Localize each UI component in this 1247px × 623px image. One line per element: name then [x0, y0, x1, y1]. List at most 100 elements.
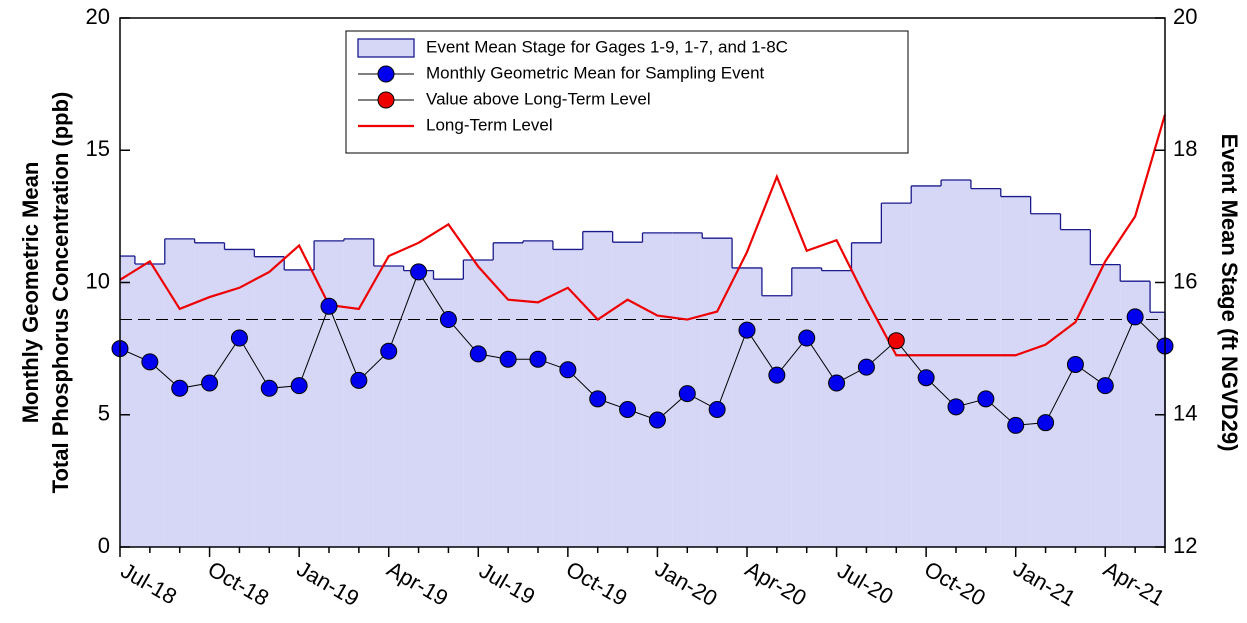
- mean-marker: [559, 361, 577, 379]
- mean-marker: [290, 377, 308, 395]
- mean-marker: [410, 263, 428, 281]
- mean-marker: [1066, 355, 1084, 373]
- stage-step: [1090, 264, 1121, 547]
- mean-marker: [380, 342, 398, 360]
- x-tick-label: Apr-20: [741, 556, 811, 611]
- x-tick-label: Oct-20: [920, 556, 990, 611]
- mean-marker: [350, 371, 368, 389]
- y-tick-label: 5: [98, 401, 110, 426]
- stage-step: [343, 238, 374, 548]
- y-tick-label: 20: [86, 4, 110, 29]
- legend-label: Monthly Geometric Mean for Sampling Even…: [426, 63, 765, 82]
- mean-marker: [469, 345, 487, 363]
- legend-label: Value above Long-Term Level: [426, 89, 651, 108]
- mean-marker: [1037, 414, 1055, 432]
- y2-tick-label: 18: [1173, 136, 1197, 161]
- x-tick-label: Apr-19: [383, 556, 453, 611]
- stage-step: [224, 249, 255, 547]
- y-tick-label: 10: [86, 268, 110, 293]
- stage-step: [120, 256, 135, 547]
- above-marker: [887, 332, 905, 350]
- y-axis-title: Total Phosphorus Concentration (ppb): [48, 92, 73, 494]
- mean-marker: [230, 329, 248, 347]
- mean-marker: [201, 374, 219, 392]
- stage-step: [1060, 229, 1091, 547]
- mean-marker: [798, 329, 816, 347]
- stage-step: [1000, 196, 1031, 547]
- stage-step: [761, 295, 792, 547]
- x-tick-label: Jul-19: [475, 558, 539, 610]
- mean-marker: [1007, 416, 1025, 434]
- stage-step: [732, 267, 762, 547]
- stage-step: [821, 270, 852, 547]
- y-axis-title: Monthly Geometric Mean: [18, 162, 43, 424]
- stage-step: [941, 180, 971, 547]
- x-tick-label: Oct-19: [562, 556, 632, 611]
- x-tick-label: Jul-18: [117, 558, 181, 610]
- long-term-line: [119, 114, 1167, 357]
- y2-axis-title: Event Mean Stage (ft NGVD29): [1217, 134, 1242, 452]
- mean-marker: [260, 379, 278, 397]
- y2-tick-label: 12: [1173, 533, 1197, 558]
- y-tick-label: 0: [98, 533, 110, 558]
- x-tick-label: Jan-20: [651, 556, 722, 611]
- mean-marker: [320, 297, 338, 315]
- stage-step: [612, 242, 643, 547]
- mean-marker: [141, 353, 159, 371]
- mean-marker: [499, 350, 517, 368]
- stage-step: [851, 242, 882, 547]
- mean-marker: [619, 400, 637, 418]
- stage-step: [881, 203, 912, 547]
- stage-step: [911, 185, 942, 547]
- mean-marker: [857, 358, 875, 376]
- stage-step: [254, 256, 285, 547]
- mean-marker: [917, 369, 935, 387]
- legend-swatch: [377, 65, 395, 83]
- stage-step: [970, 188, 1001, 548]
- stage-step: [134, 263, 165, 547]
- stage-step: [463, 260, 494, 547]
- stage-step: [1150, 312, 1165, 547]
- mean-marker: [977, 390, 995, 408]
- stage-step: [791, 267, 822, 547]
- legend-label: Long-Term Level: [426, 115, 553, 134]
- x-tick-label: Jan-19: [293, 556, 364, 611]
- x-tick-label: Jul-20: [833, 558, 897, 610]
- stage-step: [314, 240, 344, 547]
- mean-marker: [738, 321, 756, 339]
- mean-marker: [1096, 377, 1114, 395]
- legend-label: Event Mean Stage for Gages 1-9, 1-7, and…: [426, 37, 788, 56]
- mean-marker: [768, 366, 786, 384]
- legend-swatch: [357, 38, 415, 58]
- stage-step: [1030, 213, 1061, 548]
- stage-step: [194, 242, 225, 547]
- y-tick-label: 15: [86, 136, 110, 161]
- stage-step: [403, 270, 434, 547]
- mean-marker: [708, 400, 726, 418]
- x-tick-label: Apr-21: [1099, 556, 1169, 611]
- legend-swatch: [377, 91, 395, 109]
- mean-marker: [828, 374, 846, 392]
- y2-tick-label: 14: [1173, 401, 1197, 426]
- mean-marker: [529, 350, 547, 368]
- mean-marker: [678, 385, 696, 403]
- stage-step: [493, 242, 524, 547]
- x-tick-label: Jan-21: [1009, 556, 1080, 611]
- mean-marker: [1126, 308, 1144, 326]
- stage-step: [702, 238, 733, 548]
- y2-tick-label: 16: [1173, 268, 1197, 293]
- mean-marker: [171, 379, 189, 397]
- stage-step: [284, 269, 315, 547]
- legend-box: [345, 30, 909, 154]
- mean-marker: [439, 311, 457, 329]
- stage-step: [642, 232, 673, 547]
- x-tick-label: Oct-18: [204, 556, 274, 611]
- mean-marker: [947, 398, 965, 416]
- stage-step: [1120, 281, 1151, 547]
- stage-layer: [120, 179, 1166, 548]
- mean-marker: [648, 411, 666, 429]
- y2-tick-label: 20: [1173, 4, 1197, 29]
- stage-step: [523, 240, 553, 547]
- mean-marker: [589, 390, 607, 408]
